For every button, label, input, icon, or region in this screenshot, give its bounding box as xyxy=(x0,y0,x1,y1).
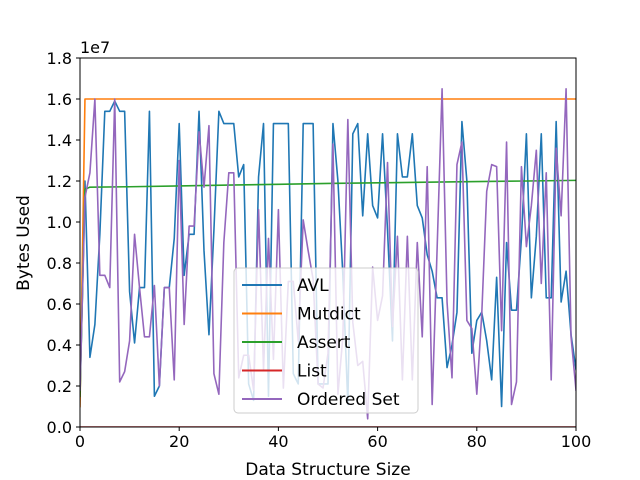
y-tick-label: 1.2 xyxy=(47,172,72,191)
y-tick-label: 1.8 xyxy=(47,49,72,68)
legend-label: AVL xyxy=(297,276,329,296)
y-offset-text: 1e7 xyxy=(80,38,110,57)
x-tick-label: 40 xyxy=(268,432,288,451)
axes-layer: 0 20 40 60 80 100 0.0 0.2 0.4 0.6 0.8 1.0 1.2 1.4 1.6 1… xyxy=(47,49,592,451)
plot-frame xyxy=(79,57,577,428)
y-tick-label: 0.6 xyxy=(47,295,72,314)
legend: AVL Mutdict Assert List Ordered Set xyxy=(233,267,419,414)
x-tick-label: 80 xyxy=(467,432,487,451)
y-tick-label: 0.0 xyxy=(47,418,72,437)
x-axis-label: Data Structure Size xyxy=(245,460,410,480)
y-tick-label: 1.0 xyxy=(47,213,72,232)
legend-label: Ordered Set xyxy=(297,390,400,410)
x-tick-label: 60 xyxy=(367,432,387,451)
series-line-mutdict xyxy=(80,98,576,408)
y-axis-label: Bytes Used xyxy=(14,195,34,291)
x-tick-label: 100 xyxy=(561,432,592,451)
x-tick-label: 20 xyxy=(169,432,189,451)
y-tick-label: 0.4 xyxy=(47,336,72,355)
legend-label: List xyxy=(297,362,327,382)
y-tick-label: 0.8 xyxy=(47,254,72,273)
legend-frame xyxy=(233,267,419,414)
y-tick-label: 1.6 xyxy=(47,90,72,109)
y-tick-label: 0.2 xyxy=(47,377,72,396)
x-tick-label: 0 xyxy=(75,432,85,451)
y-tick-label: 1.4 xyxy=(47,131,72,150)
legend-label: Assert xyxy=(297,333,351,353)
legend-label: Mutdict xyxy=(297,305,361,325)
series-line-assert xyxy=(80,179,576,398)
